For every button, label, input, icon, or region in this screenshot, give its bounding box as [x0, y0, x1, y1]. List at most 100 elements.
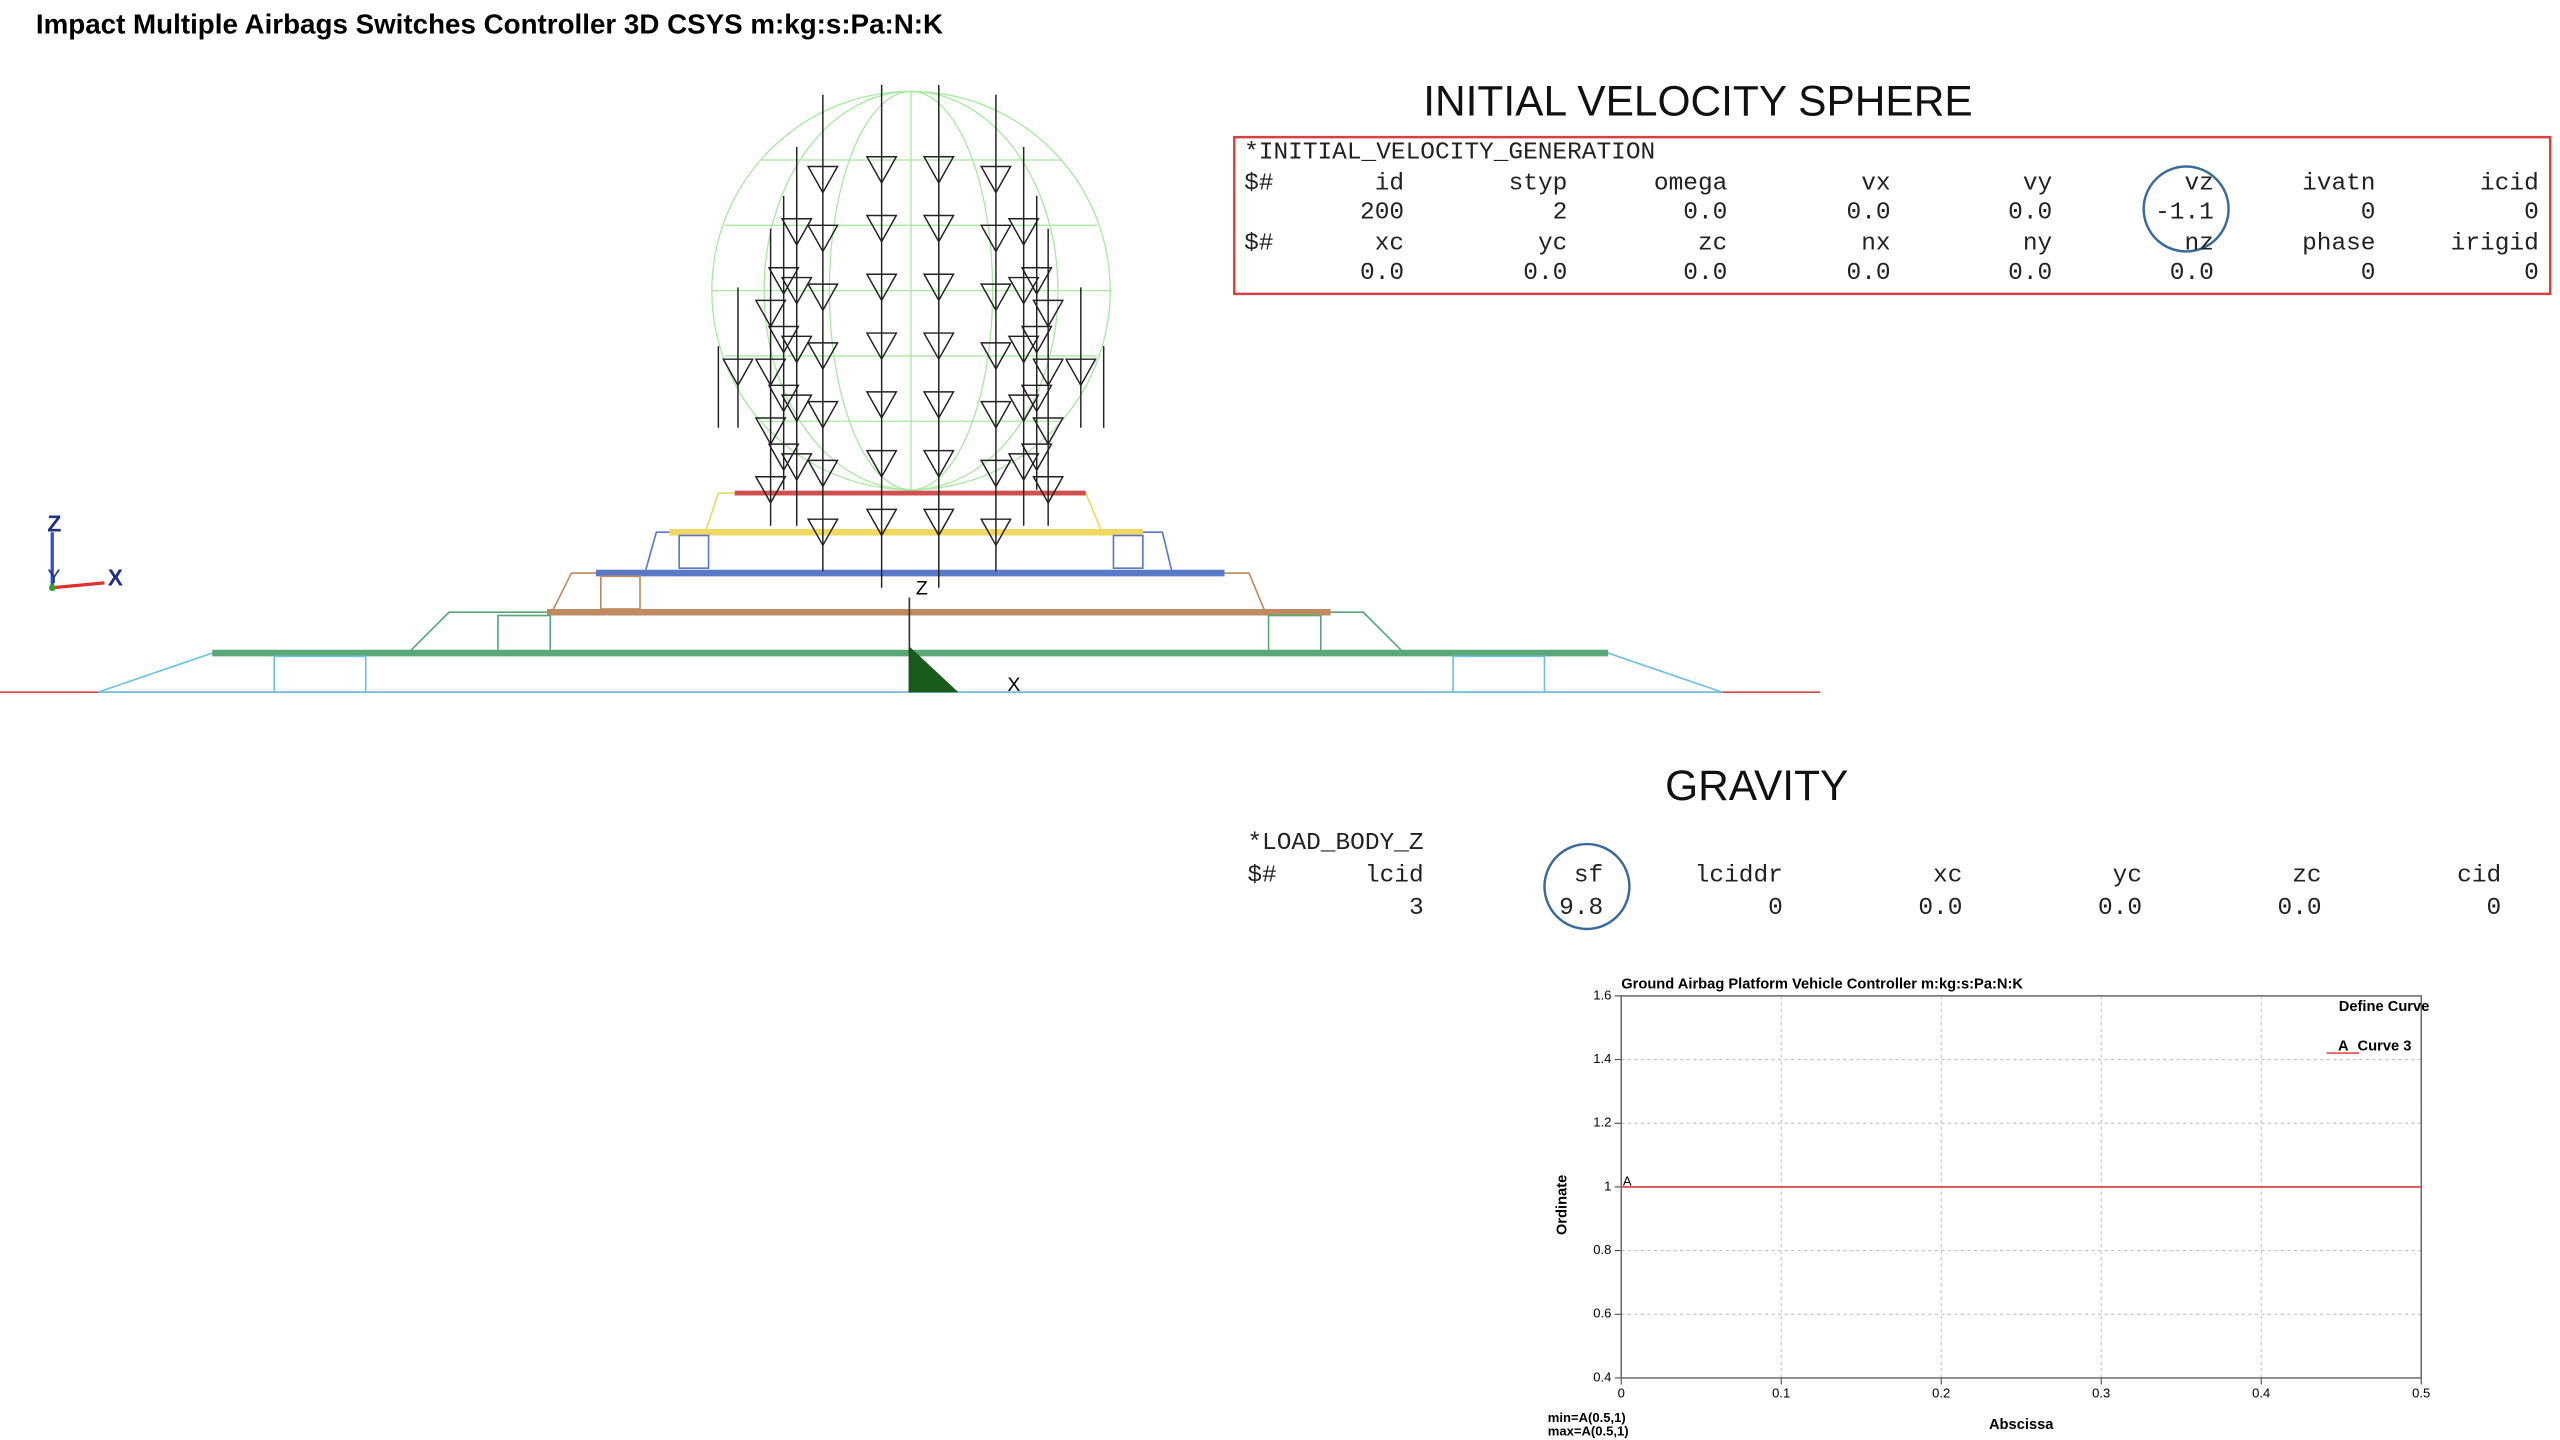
page-title: Impact Multiple Airbags Switches Control… [36, 8, 943, 39]
field-name: xc [1933, 863, 1962, 890]
highlight [2142, 165, 2230, 253]
field-value: 0.0 [1847, 200, 1891, 227]
field-name: vy [2023, 170, 2052, 197]
field-value: 0.0 [1360, 260, 1404, 287]
arrow-head [780, 394, 813, 423]
arrow-head [806, 283, 839, 312]
arrow-head [780, 335, 813, 364]
arrow-head [1007, 394, 1040, 423]
keyword-box [1233, 135, 2552, 296]
comment: $# [1247, 863, 1276, 890]
arrow-head [754, 299, 787, 329]
chart-title: Ground Airbag Platform Vehicle Controlle… [1621, 976, 2023, 992]
supports [273, 534, 1546, 694]
arrow-head [865, 214, 898, 244]
highlight [1543, 842, 1631, 931]
support [497, 614, 552, 653]
y-tick-label: 0.8 [1593, 1242, 1611, 1257]
field-name: nx [1861, 231, 1890, 258]
arrow-head [1032, 358, 1065, 387]
arrow-head [865, 449, 898, 479]
model-view: Z X Z Y X [0, 84, 1821, 696]
field-value: 0.0 [2008, 200, 2052, 227]
arrow-head [806, 459, 839, 489]
field-name: lciddr [1695, 863, 1783, 890]
y-tick-label: 1.6 [1593, 987, 1611, 1002]
field-name: yc [1538, 231, 1567, 258]
sphere [711, 90, 1111, 491]
axis-label: Z [916, 578, 928, 600]
field-name: xc [1375, 231, 1404, 258]
field-value: 0 [1768, 895, 1783, 922]
arrow-head [922, 156, 955, 185]
field-value: 0 [2524, 260, 2539, 287]
x-tick-label: 0.1 [1772, 1386, 1790, 1401]
field-name: lcid [1365, 863, 1424, 890]
arrow-head [1007, 218, 1040, 247]
legend-marker: A [2338, 1038, 2349, 1054]
arrow-head [754, 358, 787, 387]
keyword: *INITIAL_VELOCITY_GENERATION [1244, 139, 1655, 166]
arrow-head [1020, 384, 1053, 413]
field-name: yc [2113, 863, 2142, 890]
section-title: GRAVITY [1665, 762, 1848, 809]
triad-label: X [108, 565, 124, 591]
arrow-head [767, 384, 800, 413]
field-name: cid [2457, 863, 2501, 890]
tier [406, 611, 1407, 654]
section-title: INITIAL VELOCITY SPHERE [1423, 78, 1973, 125]
field-value: 0.0 [2278, 895, 2322, 922]
field-value: 0.0 [1918, 895, 1962, 922]
field-name: omega [1654, 170, 1727, 197]
comment: $# [1244, 231, 1273, 258]
series-marker: A [1623, 1173, 1632, 1188]
support [1267, 614, 1322, 653]
arrow-head [1007, 276, 1040, 306]
field-value: 0.0 [2170, 260, 2214, 287]
y-tick-label: 1 [1604, 1178, 1611, 1193]
support [678, 534, 710, 569]
arrow-head [1020, 443, 1053, 472]
field-name: vx [1861, 170, 1890, 197]
arrow-head [979, 224, 1012, 253]
field-value: 0.0 [1683, 200, 1727, 227]
arrow-head [922, 391, 955, 420]
triad-x [52, 581, 105, 590]
support [273, 655, 367, 694]
arrow-head [865, 156, 898, 185]
legend-title: Define Curve [2339, 999, 2430, 1015]
keyword-cards: *INITIAL_VELOCITY_GENERATION $# id styp omeg… [1244, 139, 2539, 922]
keyword: *LOAD_BODY_Z [1247, 830, 1423, 857]
arrow-head [922, 332, 955, 361]
arrow-head [979, 518, 1012, 547]
arrow-head [979, 283, 1012, 312]
field-value: 9.8 [1559, 895, 1603, 922]
field-value: 0.0 [2098, 895, 2142, 922]
arrow-head [806, 165, 839, 195]
annotation: max=A(0.5,1) [1548, 1423, 1629, 1438]
arrow-head [767, 267, 800, 296]
arrow-head [865, 391, 898, 420]
arrow-head [780, 453, 813, 482]
support [600, 575, 641, 610]
x-tick-label: 0 [1618, 1386, 1625, 1401]
x-tick-label: 0.5 [2412, 1386, 2430, 1401]
y-axis-label: Ordinate [1554, 1175, 1570, 1235]
legend-label: Curve 3 [2358, 1038, 2412, 1054]
arrow-head [1020, 325, 1053, 355]
tier [550, 572, 1267, 614]
field-name: phase [2302, 231, 2375, 258]
arrow-head [865, 332, 898, 361]
field-value: 0 [2361, 260, 2376, 287]
velocity-arrows [717, 84, 1105, 588]
field-value: -1.1 [2155, 200, 2214, 227]
arrow-head [806, 518, 839, 547]
y-tick-label: 1.2 [1593, 1115, 1611, 1130]
field-name: ny [2023, 231, 2052, 258]
field-value: 0 [2524, 200, 2539, 227]
field-name: sf [1574, 863, 1603, 890]
y-tick-label: 1.4 [1593, 1051, 1611, 1066]
field-value: 0.0 [1847, 260, 1891, 287]
x-tick-label: 0.4 [2252, 1386, 2270, 1401]
